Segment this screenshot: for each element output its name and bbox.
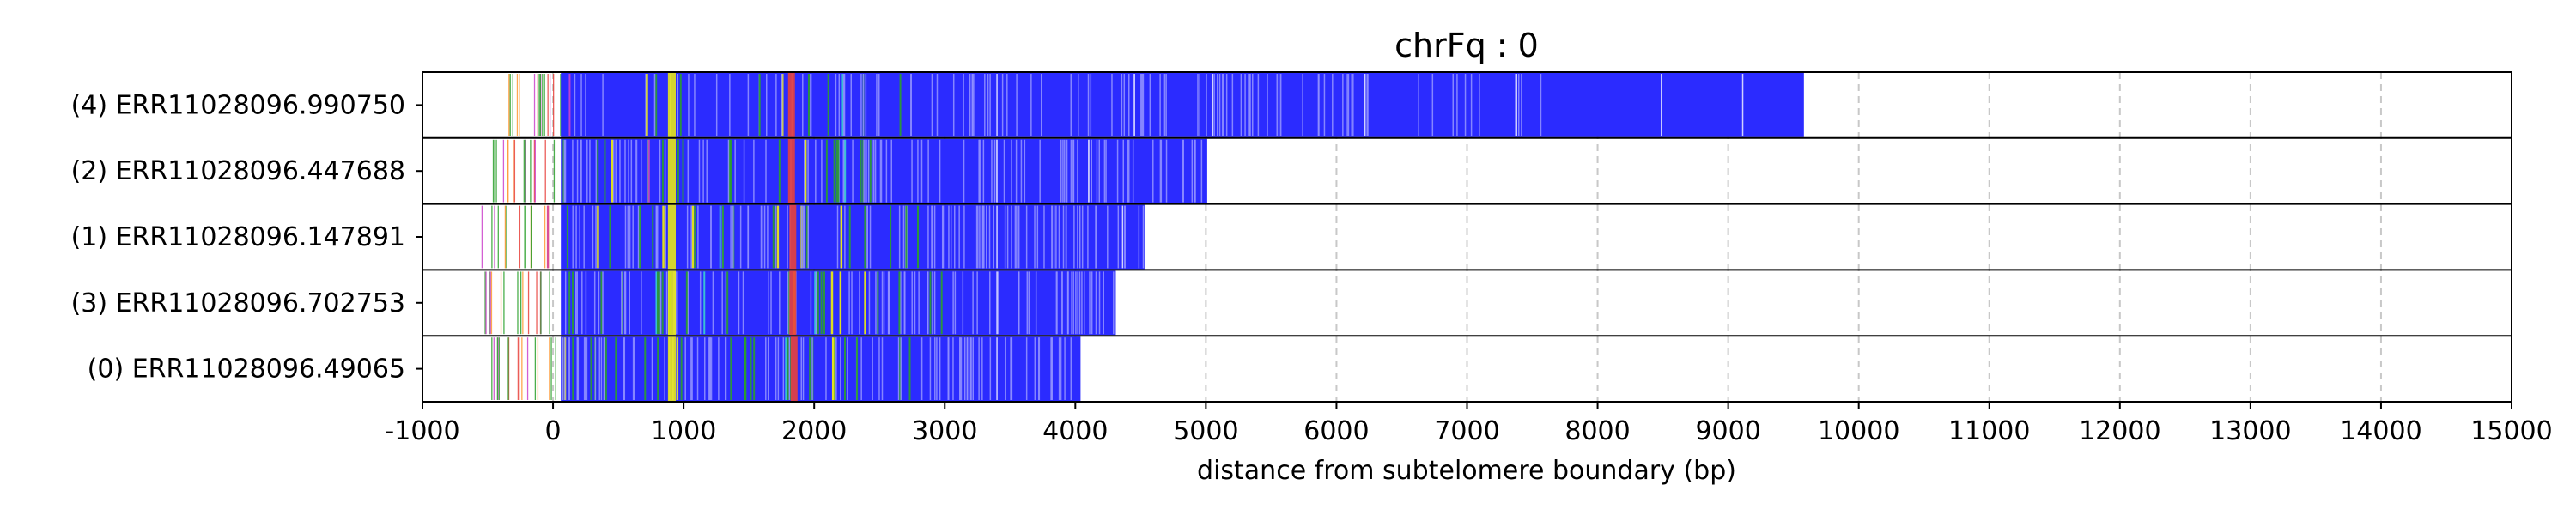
red-marker (787, 73, 795, 137)
x-tick-label: 7000 (1434, 416, 1499, 446)
read-label: (3) ERR11028096.702753 (71, 288, 405, 318)
read-mark (667, 336, 677, 401)
x-tick-label: 5000 (1173, 416, 1238, 446)
read-label: (4) ERR11028096.990750 (71, 90, 405, 120)
x-tick-label: 4000 (1042, 416, 1108, 446)
read-bar (561, 138, 1207, 203)
read-track-1 (492, 138, 1207, 203)
read-bar (561, 73, 1804, 137)
x-tick-label: 6000 (1303, 416, 1369, 446)
read-tracks (481, 73, 1804, 401)
x-tick-label: 13000 (2209, 416, 2291, 446)
read-track-2 (481, 204, 1145, 270)
x-axis-label: distance from subtelomere boundary (bp) (1197, 456, 1736, 486)
x-tick-label: 3000 (912, 416, 977, 446)
read-track-3 (484, 270, 1116, 336)
x-tick-label: 8000 (1564, 416, 1630, 446)
read-mark (667, 270, 677, 336)
read-mark (667, 73, 677, 137)
y-axis-labels: (4) ERR11028096.990750 (2) ERR11028096.44… (71, 90, 422, 385)
read-label: (2) ERR11028096.447688 (71, 156, 405, 186)
x-tick-label: 1000 (651, 416, 716, 446)
read-mark (667, 204, 677, 270)
read-bar (561, 270, 1116, 336)
chart-title: chrFq : 0 (1394, 27, 1539, 64)
x-tick-label: 11000 (1948, 416, 2030, 446)
red-marker (790, 336, 798, 401)
red-marker (789, 204, 797, 270)
read-mark (667, 138, 677, 203)
x-tick-label: 12000 (2079, 416, 2160, 446)
x-tick-label: -1000 (385, 416, 459, 446)
x-axis-ticks: -1000 0 1000 2000 3000 4000 5000 6000 7000 8000 90… (385, 402, 2553, 446)
read-label: (0) ERR11028096.49065 (88, 354, 405, 385)
read-bar (561, 204, 1145, 270)
x-tick-label: 2000 (781, 416, 847, 446)
red-marker (789, 270, 797, 336)
x-tick-label: 15000 (2470, 416, 2552, 446)
x-tick-label: 10000 (1818, 416, 1899, 446)
x-tick-label: 9000 (1695, 416, 1760, 446)
read-bar (561, 336, 1081, 401)
read-track-4 (491, 336, 1081, 401)
x-tick-label: 14000 (2340, 416, 2421, 446)
x-tick-label: 0 (545, 416, 562, 446)
red-marker (787, 138, 795, 203)
read-label: (1) ERR11028096.147891 (71, 222, 405, 252)
read-track-0 (508, 73, 1804, 137)
